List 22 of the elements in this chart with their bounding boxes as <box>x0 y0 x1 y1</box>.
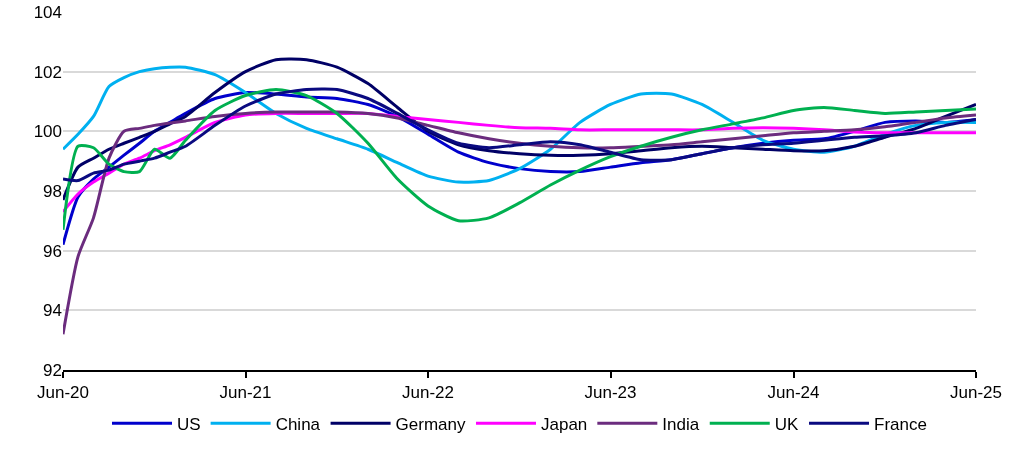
y-tick-label: 100 <box>33 122 62 142</box>
legend-label: China <box>275 414 321 434</box>
x-tick-label: Jun-23 <box>584 383 637 403</box>
y-tick-label: 102 <box>33 62 62 82</box>
line-series <box>63 110 976 336</box>
y-tick-label: 94 <box>43 301 62 321</box>
line-series <box>63 87 976 183</box>
y-tick-label: 92 <box>43 360 62 380</box>
y-tick-label: 104 <box>33 2 62 22</box>
x-tick-label: Jun-20 <box>37 383 89 403</box>
y-tick-label: 96 <box>43 241 62 261</box>
x-tick-label: Jun-25 <box>950 383 1002 403</box>
legend-label: Japan <box>541 414 588 434</box>
legend-label: US <box>177 414 201 434</box>
legend-label: France <box>874 414 927 434</box>
legend-label: Germany <box>395 414 466 434</box>
x-tick-label: Jun-24 <box>767 383 820 403</box>
y-tick-label: 98 <box>43 181 62 201</box>
x-tick-label: Jun-21 <box>219 383 272 403</box>
legend-label: India <box>662 414 700 434</box>
legend-label: UK <box>774 414 800 434</box>
x-tick-label: Jun-22 <box>402 383 454 403</box>
